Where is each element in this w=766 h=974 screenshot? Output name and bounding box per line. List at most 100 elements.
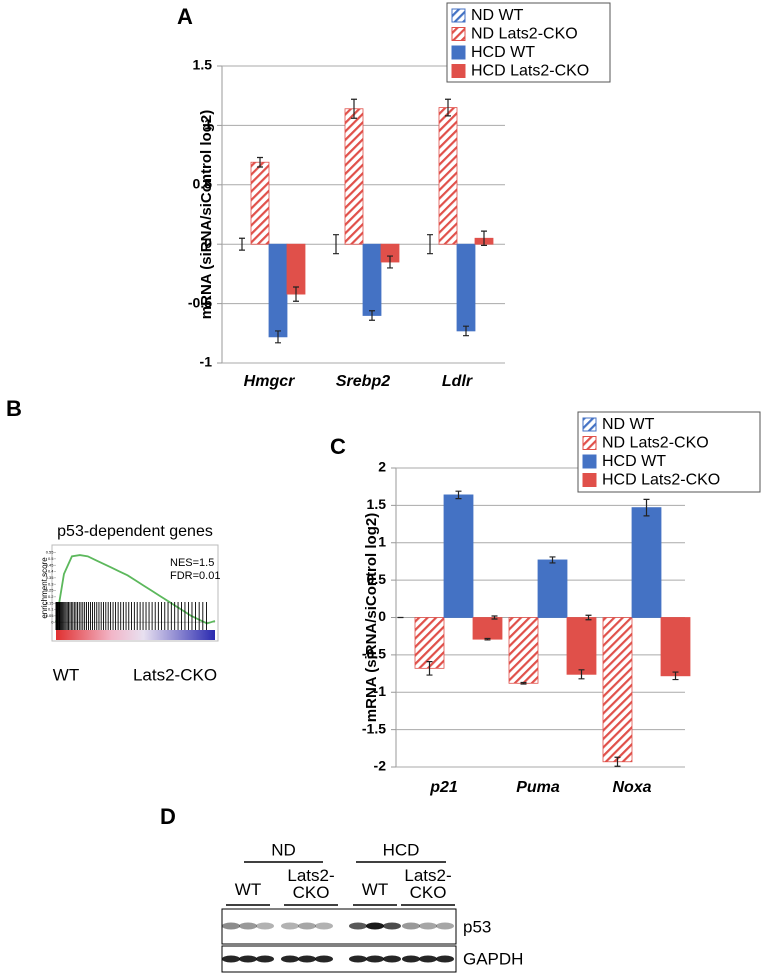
error-bar [578, 669, 585, 680]
y-tick-label: -1 [374, 683, 387, 699]
band-gapdh [256, 955, 274, 963]
band-gapdh [349, 955, 367, 963]
band-label: p53 [463, 917, 491, 936]
y-tick-label: 1 [378, 533, 386, 549]
legend-swatch [582, 417, 597, 432]
legend-swatch [582, 436, 597, 450]
error-bar [585, 614, 592, 621]
band-gapdh [298, 955, 316, 963]
legend-label: ND WT [471, 7, 524, 24]
y-tick-label: 0.3 [48, 581, 54, 586]
error-bar [614, 756, 621, 767]
y-tick-label: 0.05 [46, 613, 55, 618]
error-bar [484, 637, 491, 641]
y-tick-label: -2 [374, 758, 387, 774]
error-bar [672, 671, 679, 681]
y-tick-label: 0.55 [46, 550, 55, 555]
y-tick-label: 0.1 [48, 607, 54, 612]
legend-box [577, 411, 761, 493]
band-p53 [256, 922, 274, 930]
y-tick-label: 0.5 [367, 571, 387, 587]
legend-label: ND Lats2-CKO [471, 26, 578, 43]
band-p53 [315, 922, 333, 930]
bar [362, 243, 382, 316]
band-p53 [298, 922, 316, 930]
band-gapdh [239, 955, 257, 963]
band-p53 [383, 922, 401, 930]
band-p53 [419, 922, 437, 930]
y-tick-label: 1.5 [367, 496, 387, 512]
y-tick-label: 2 [378, 459, 386, 475]
band-gapdh [402, 955, 420, 963]
y-tick-label: 0.4 [48, 569, 54, 574]
band-p53 [281, 922, 299, 930]
band-label: GAPDH [463, 949, 523, 968]
legend-label: ND Lats2-CKO [602, 435, 709, 452]
error-bar [275, 330, 281, 344]
x-end-label: Lats2-CKO [133, 665, 217, 684]
error-bar [427, 234, 433, 255]
legend-label: HCD Lats2-CKO [471, 63, 589, 80]
bar [602, 617, 633, 763]
bar [438, 107, 458, 245]
annotation: NES=1.5 [170, 557, 214, 569]
category-label: Srebp2 [336, 373, 390, 390]
error-bar [463, 325, 469, 337]
y-tick-label: 0.15 [46, 600, 55, 605]
band-p53 [349, 922, 367, 930]
y-tick-label: 0 [378, 608, 386, 624]
lane-label: WT [234, 880, 262, 899]
band-p53 [402, 922, 420, 930]
bar [344, 108, 364, 245]
y-tick-label: 0.5 [193, 176, 213, 192]
gsea-frame [51, 544, 219, 642]
category-label: Hmgcr [244, 373, 295, 390]
band-gapdh [383, 955, 401, 963]
bar [508, 617, 539, 684]
x-start-label: WT [53, 665, 79, 684]
error-bar [351, 98, 357, 119]
error-bar [293, 286, 299, 302]
error-bar [643, 498, 650, 517]
y-tick-label: 0 [51, 619, 54, 624]
legend-swatch [451, 27, 466, 41]
error-bar [549, 556, 556, 564]
y-tick-label: -1.5 [362, 720, 386, 736]
y-tick-label: 0.35 [46, 575, 55, 580]
bar [631, 507, 662, 618]
band-p53 [222, 922, 240, 930]
legend-label: HCD WT [471, 44, 535, 61]
category-label: Puma [516, 779, 560, 796]
group-label: HCD [383, 840, 420, 859]
blot-p53-box [221, 908, 457, 945]
band-gapdh [419, 955, 437, 963]
bar [660, 617, 691, 677]
group-label: ND [271, 840, 296, 859]
lane-label: WT [361, 880, 389, 899]
bar [443, 494, 474, 618]
y-tick-label: 0.2 [48, 594, 54, 599]
error-bar [426, 661, 433, 676]
bar [456, 243, 476, 332]
y-tick-label: -0.5 [362, 646, 386, 662]
lane-label: Lats2-CKO [404, 866, 452, 902]
bar [414, 617, 445, 669]
error-bar [491, 615, 498, 620]
band-p53 [239, 922, 257, 930]
panel-label: A [177, 4, 193, 29]
y-axis-label: mRNA (siRNA/siControl log2) [198, 110, 215, 319]
bar [250, 161, 270, 245]
error-bar [520, 681, 527, 685]
band-gapdh [436, 955, 454, 963]
error-bar [369, 310, 375, 321]
error-bar [239, 237, 245, 251]
y-tick-label: -1 [200, 354, 213, 370]
legend-label: HCD Lats2-CKO [602, 472, 720, 489]
chart-title: p53-dependent genes [57, 523, 213, 540]
legend-swatch [451, 64, 466, 78]
legend-label: ND WT [602, 416, 655, 433]
band-gapdh [281, 955, 299, 963]
annotation: FDR=0.01 [170, 570, 220, 582]
